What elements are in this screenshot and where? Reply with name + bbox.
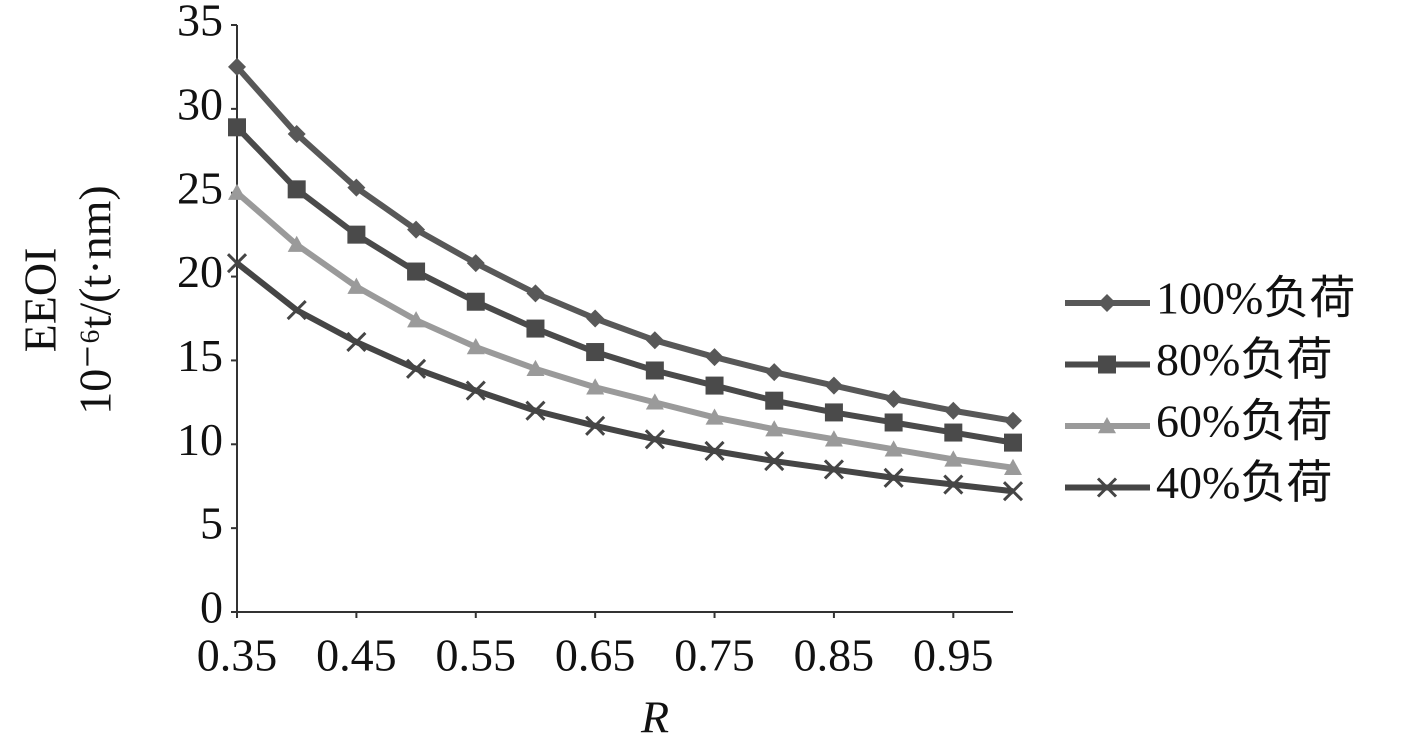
y-axis-unit: 10⁻⁶t/(t·nm): [70, 185, 121, 414]
series-line: [234, 64, 1014, 424]
y-tick-label: 15: [177, 330, 223, 381]
point-marker: [705, 348, 724, 367]
legend-marker: [1098, 417, 1116, 434]
point-marker: [645, 393, 664, 410]
x-axis-label: R: [640, 692, 669, 743]
point-marker: [586, 378, 605, 395]
point-marker: [645, 361, 664, 380]
point-marker: [1004, 411, 1022, 430]
y-tick-label: 25: [177, 162, 223, 213]
point-marker: [644, 429, 665, 450]
point-marker: [944, 450, 963, 467]
point-marker: [824, 430, 843, 447]
point-marker: [1002, 481, 1024, 502]
series-line: [234, 125, 1014, 446]
y-tick-label: 0: [200, 582, 223, 633]
point-marker: [586, 343, 605, 362]
series-line: [235, 190, 1014, 471]
point-marker: [407, 311, 426, 328]
point-marker: [407, 220, 426, 239]
legend-label: 60%负荷: [1156, 396, 1332, 447]
point-marker: [226, 253, 248, 274]
x-tick-label: 0.45: [316, 630, 397, 681]
point-marker: [1004, 433, 1022, 452]
point-marker: [347, 225, 366, 244]
point-marker: [944, 401, 963, 420]
x-tick-label: 0.85: [794, 630, 875, 681]
point-marker: [525, 400, 546, 421]
x-tick-label: 0.65: [555, 630, 636, 681]
point-marker: [347, 178, 366, 197]
point-marker: [884, 413, 903, 432]
y-tick-label: 20: [177, 246, 223, 297]
point-marker: [526, 319, 545, 338]
point-marker: [287, 180, 306, 199]
y-tick-label: 5: [200, 498, 223, 549]
point-marker: [765, 363, 784, 382]
point-marker: [1004, 458, 1022, 475]
point-marker: [883, 467, 904, 488]
x-tick-label: 0.75: [674, 630, 755, 681]
point-marker: [228, 118, 246, 137]
point-marker: [466, 254, 485, 273]
point-marker: [705, 408, 724, 425]
point-marker: [944, 423, 963, 442]
point-marker: [228, 183, 246, 200]
legend-marker: [1098, 294, 1116, 312]
point-marker: [346, 331, 367, 353]
point-marker: [705, 376, 724, 395]
point-marker: [586, 309, 605, 328]
point-marker: [823, 459, 844, 480]
legend-label: 80%负荷: [1156, 334, 1332, 385]
legend-marker: [1096, 477, 1118, 498]
legend-label: 100%负荷: [1156, 273, 1355, 324]
point-marker: [585, 415, 606, 436]
x-tick-label: 0.95: [913, 630, 994, 681]
point-marker: [526, 359, 545, 377]
legend-label: 40%负荷: [1156, 457, 1332, 508]
point-marker: [466, 338, 485, 355]
point-marker: [765, 391, 784, 410]
point-marker: [347, 277, 366, 294]
point-marker: [286, 300, 307, 321]
point-marker: [526, 284, 545, 303]
y-tick-label: 35: [177, 0, 223, 46]
point-marker: [645, 331, 664, 350]
point-marker: [765, 420, 784, 437]
point-marker: [884, 390, 903, 409]
point-marker: [407, 262, 426, 281]
point-marker: [824, 376, 843, 395]
point-marker: [943, 474, 964, 495]
point-marker: [228, 57, 246, 76]
x-tick-label: 0.55: [436, 630, 517, 681]
point-marker: [704, 440, 725, 462]
series-line: [235, 260, 1014, 495]
point-marker: [465, 380, 486, 401]
point-marker: [884, 440, 903, 457]
point-marker: [287, 125, 306, 144]
legend-marker: [1098, 355, 1116, 374]
y-axis-label: EEOI: [15, 248, 66, 353]
y-tick-label: 10: [177, 414, 223, 465]
y-tick-label: 30: [177, 78, 223, 129]
point-marker: [764, 450, 785, 472]
point-marker: [406, 358, 427, 379]
point-marker: [287, 235, 306, 252]
x-tick-label: 0.35: [197, 630, 278, 681]
point-marker: [466, 292, 485, 311]
point-marker: [824, 403, 843, 422]
